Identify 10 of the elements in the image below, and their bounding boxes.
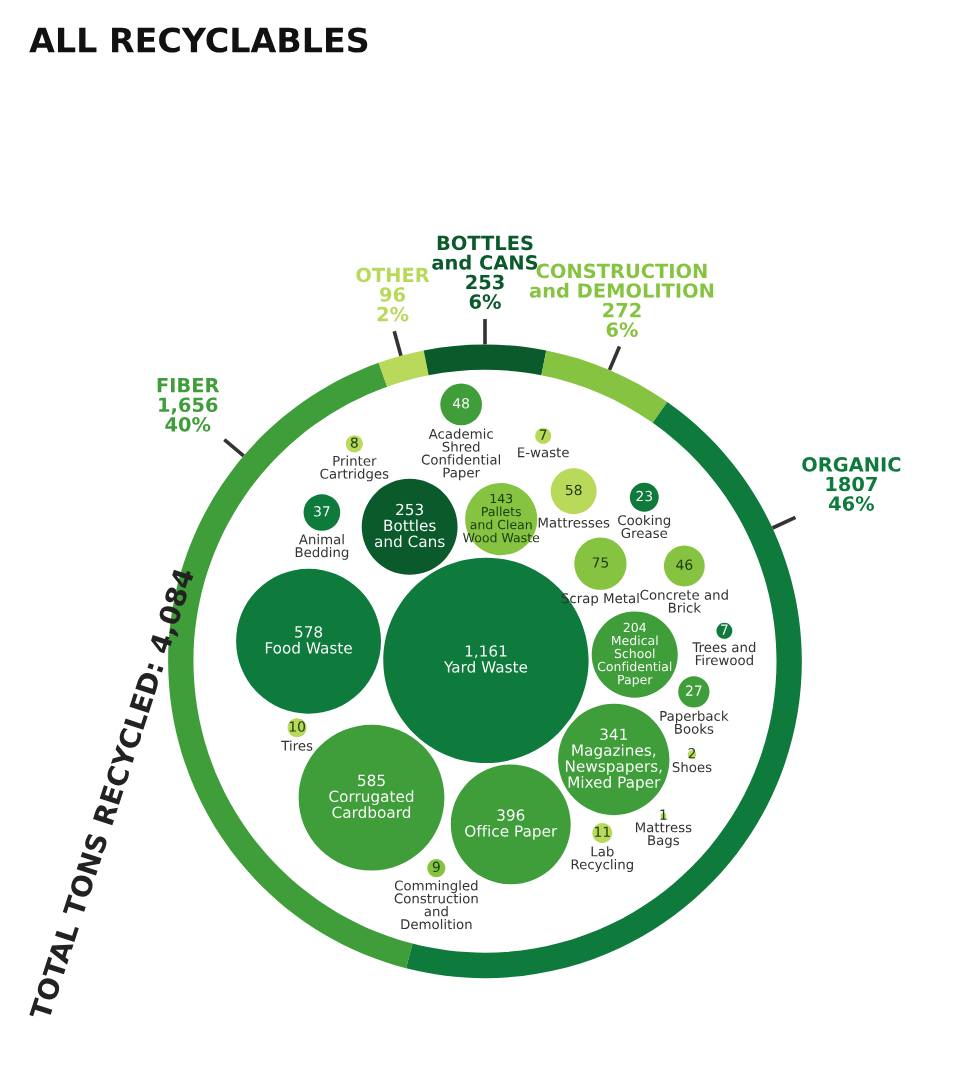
chart-title: ALL RECYCLABLES [29,27,368,53]
slice-label: ORGANIC [802,457,901,472]
data-label: 96 2% [377,287,409,322]
slice-label: FIBER [157,378,220,393]
slice-label: BOTTLES and CANS [432,235,538,270]
data-label: 1,656 40% [159,397,218,432]
slice-label: OTHER [356,267,430,283]
data-label: 253 6% [466,274,504,309]
data-label: 1807 46% [826,476,877,511]
data-label: 272 6% [603,302,641,337]
